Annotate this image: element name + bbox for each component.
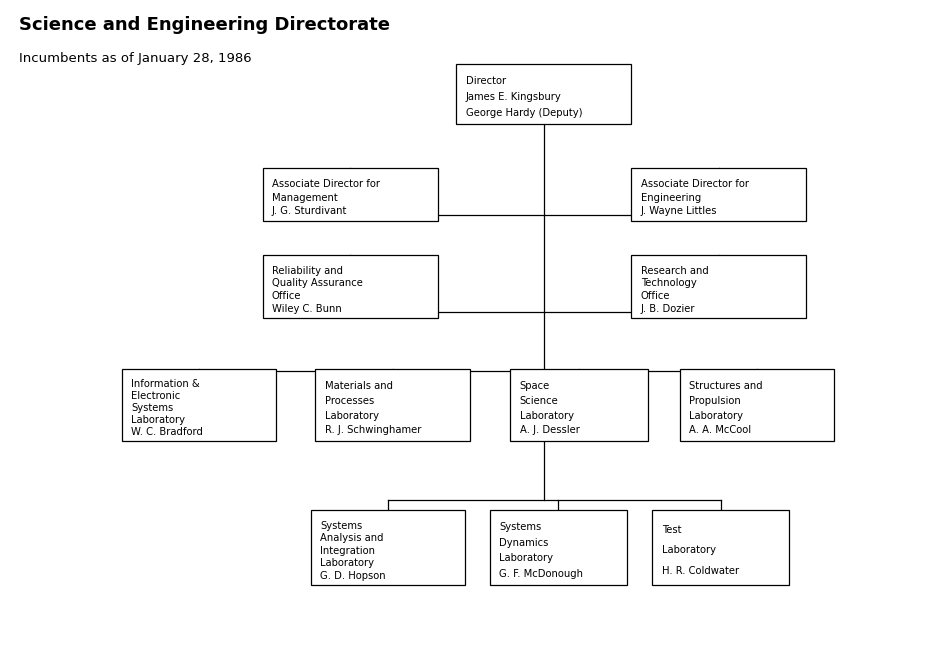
Text: Laboratory: Laboratory — [499, 553, 553, 563]
Text: Integration: Integration — [320, 546, 376, 556]
Text: George Hardy (Deputy): George Hardy (Deputy) — [465, 108, 583, 118]
Text: Dynamics: Dynamics — [499, 538, 549, 548]
Text: Laboratory: Laboratory — [519, 411, 574, 421]
Text: Laboratory: Laboratory — [662, 546, 716, 555]
Text: Information &: Information & — [131, 379, 200, 389]
FancyBboxPatch shape — [310, 511, 464, 584]
Text: J. B. Dozier: J. B. Dozier — [641, 304, 695, 314]
Text: Wiley C. Bunn: Wiley C. Bunn — [272, 304, 342, 314]
Text: A. J. Dessler: A. J. Dessler — [519, 425, 580, 435]
Text: Management: Management — [272, 192, 338, 203]
Text: H. R. Coldwater: H. R. Coldwater — [662, 566, 739, 575]
Text: Engineering: Engineering — [641, 192, 701, 203]
FancyBboxPatch shape — [679, 369, 834, 441]
Text: Laboratory: Laboratory — [320, 559, 375, 568]
Text: Processes: Processes — [325, 396, 375, 406]
FancyBboxPatch shape — [315, 369, 469, 441]
Text: G. D. Hopson: G. D. Hopson — [320, 571, 386, 581]
Text: Propulsion: Propulsion — [689, 396, 741, 406]
Text: Space: Space — [519, 381, 550, 391]
FancyBboxPatch shape — [490, 511, 626, 584]
Text: Analysis and: Analysis and — [320, 533, 384, 543]
Text: Reliability and: Reliability and — [272, 266, 343, 275]
FancyBboxPatch shape — [511, 369, 647, 441]
Text: Office: Office — [641, 291, 671, 301]
Text: Laboratory: Laboratory — [131, 415, 185, 425]
Text: Associate Director for: Associate Director for — [641, 179, 749, 189]
FancyBboxPatch shape — [632, 255, 806, 318]
FancyBboxPatch shape — [652, 511, 789, 584]
FancyBboxPatch shape — [262, 255, 437, 318]
Text: Science and Engineering Directorate: Science and Engineering Directorate — [19, 16, 390, 34]
Text: Laboratory: Laboratory — [689, 411, 744, 421]
FancyBboxPatch shape — [456, 64, 632, 124]
Text: Office: Office — [272, 291, 302, 301]
Text: A. A. McCool: A. A. McCool — [689, 425, 751, 435]
FancyBboxPatch shape — [121, 369, 276, 441]
Text: Quality Assurance: Quality Assurance — [272, 279, 363, 288]
Text: W. C. Bradford: W. C. Bradford — [131, 427, 202, 437]
Text: Structures and: Structures and — [689, 381, 762, 391]
Text: Science: Science — [519, 396, 558, 406]
Text: Test: Test — [662, 526, 681, 535]
Text: Research and: Research and — [641, 266, 709, 275]
Text: Laboratory: Laboratory — [325, 411, 379, 421]
Text: Technology: Technology — [641, 279, 696, 288]
Text: James E. Kingsbury: James E. Kingsbury — [465, 92, 562, 102]
FancyBboxPatch shape — [262, 168, 437, 221]
Text: G. F. McDonough: G. F. McDonough — [499, 569, 583, 579]
Text: Systems: Systems — [320, 520, 362, 531]
Text: J. Wayne Littles: J. Wayne Littles — [641, 206, 717, 216]
Text: R. J. Schwinghamer: R. J. Schwinghamer — [325, 425, 421, 435]
Text: Incumbents as of January 28, 1986: Incumbents as of January 28, 1986 — [19, 52, 252, 65]
Text: Systems: Systems — [131, 403, 173, 413]
Text: Electronic: Electronic — [131, 391, 181, 401]
Text: Systems: Systems — [499, 522, 541, 533]
Text: Materials and: Materials and — [325, 381, 393, 391]
FancyBboxPatch shape — [632, 168, 806, 221]
Text: J. G. Sturdivant: J. G. Sturdivant — [272, 206, 347, 216]
Text: Director: Director — [465, 76, 506, 86]
Text: Associate Director for: Associate Director for — [272, 179, 380, 189]
